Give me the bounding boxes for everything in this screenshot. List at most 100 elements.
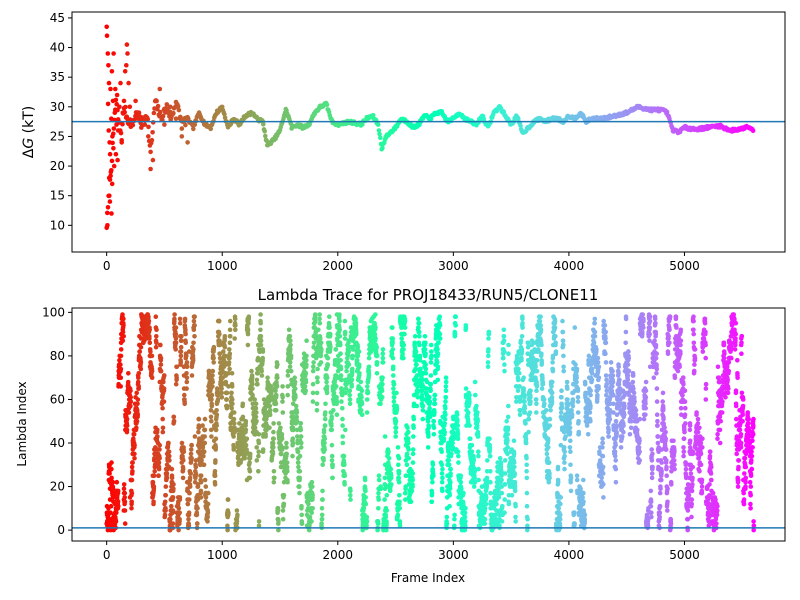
delta-g-point	[121, 98, 127, 104]
lambda-point	[349, 371, 355, 376]
lambda-point	[149, 375, 155, 381]
lambda-point	[229, 405, 234, 411]
lambda-point	[172, 316, 177, 322]
lambda-point	[128, 403, 133, 409]
lambda-point	[404, 451, 410, 457]
lambda-point	[423, 351, 428, 357]
lambda-point	[442, 416, 448, 422]
lambda-point	[363, 495, 369, 500]
lambda-point	[350, 366, 355, 372]
lambda-point	[469, 449, 475, 455]
lambda-point	[118, 353, 124, 359]
lambda-point	[513, 503, 518, 509]
delta-g-point	[118, 80, 123, 86]
lambda-point	[396, 469, 402, 474]
lambda-point	[255, 371, 261, 376]
lambda-point	[271, 479, 277, 485]
lambda-point	[557, 516, 563, 522]
lambda-point	[253, 401, 259, 407]
lambda-point	[328, 344, 333, 350]
lambda-point	[240, 401, 246, 407]
lambda-point	[322, 447, 328, 452]
lambda-point	[502, 368, 507, 374]
lambda-point	[539, 386, 545, 391]
lambda-point	[292, 386, 298, 391]
lambda-point	[546, 445, 551, 450]
lambda-point	[431, 425, 437, 431]
lambda-point	[443, 412, 448, 418]
lambda-point	[496, 495, 502, 500]
lambda-point	[118, 366, 124, 372]
lambda-point	[443, 399, 448, 404]
lambda-point	[378, 401, 383, 407]
lambda-point	[364, 397, 370, 402]
lambda-point	[322, 440, 327, 446]
lambda-point	[162, 499, 168, 505]
lambda-point	[561, 342, 566, 348]
lambda-point	[559, 388, 564, 394]
lambda-point	[205, 501, 211, 507]
lambda-point	[324, 390, 330, 396]
lambda-point	[405, 436, 411, 442]
lambda-point	[504, 418, 510, 424]
lambda-point	[310, 381, 316, 387]
lambda-point	[553, 349, 559, 354]
lambda-point	[546, 479, 552, 485]
lambda-point	[353, 320, 359, 326]
lambda-point	[334, 412, 340, 418]
lambda-point	[509, 493, 515, 498]
lambda-point	[198, 488, 204, 494]
lambda-point	[448, 479, 453, 485]
lambda-point	[322, 423, 328, 428]
lambda-point	[483, 501, 489, 507]
lambda-point	[182, 392, 187, 398]
lambda-point	[346, 349, 352, 354]
lambda-point	[191, 318, 197, 324]
delta-g-y-tick-label: 40	[50, 41, 65, 55]
lambda-point	[498, 460, 504, 465]
lambda-point	[486, 347, 491, 352]
lambda-point	[161, 379, 166, 385]
lambda-point	[397, 506, 403, 511]
lambda-point	[337, 327, 343, 333]
lambda-point	[275, 362, 280, 367]
delta-g-point	[150, 157, 156, 163]
lambda-point	[186, 510, 192, 515]
lambda-point	[244, 436, 250, 442]
delta-g-point	[109, 211, 114, 216]
lambda-point	[456, 460, 461, 465]
lambda-point	[202, 440, 208, 446]
lambda-point	[317, 316, 322, 322]
lambda-point	[318, 360, 324, 365]
lambda-point	[325, 362, 331, 367]
lambda-point	[156, 473, 161, 479]
delta-g-point	[149, 137, 155, 143]
lambda-point	[122, 495, 127, 500]
lambda-point	[181, 458, 186, 463]
lambda-point	[375, 521, 381, 526]
lambda-point	[380, 347, 386, 352]
delta-g-point	[167, 104, 173, 110]
lambda-point	[304, 353, 309, 359]
lambda-point	[267, 425, 272, 431]
lambda-point	[124, 423, 130, 428]
lambda-point	[211, 344, 217, 350]
lambda-point	[319, 347, 324, 352]
lambda-point	[353, 316, 358, 322]
lambda-point	[158, 368, 164, 374]
lambda-point	[348, 493, 353, 498]
lambda-point	[555, 464, 561, 470]
lambda-point	[256, 453, 261, 459]
lambda-point	[364, 514, 370, 520]
lambda-point	[267, 408, 273, 413]
lambda-point	[396, 456, 402, 461]
lambda-point	[260, 355, 266, 361]
lambda-point	[534, 410, 539, 415]
lambda-point	[327, 325, 332, 330]
lambda-point	[539, 342, 544, 348]
lambda-point	[122, 521, 128, 526]
lambda-point	[243, 427, 249, 433]
lambda-point	[284, 440, 289, 446]
delta-g-point	[107, 199, 113, 204]
